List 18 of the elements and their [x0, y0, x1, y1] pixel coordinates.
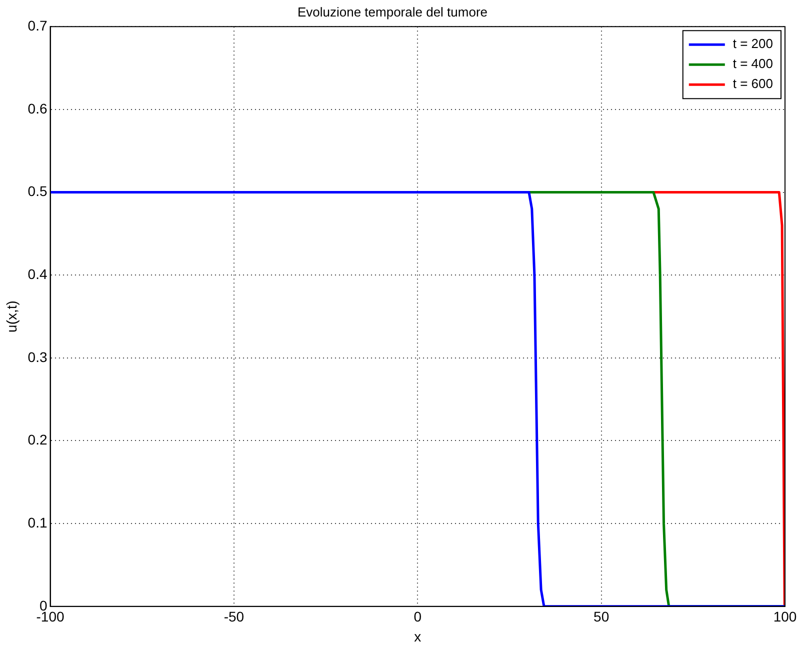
- x-tick-label: 100: [773, 608, 797, 625]
- x-tick-label: 0: [414, 608, 422, 625]
- legend-label: t = 400: [732, 56, 774, 72]
- y-tick-label: 0.4: [28, 266, 48, 282]
- y-tick-label: 0.6: [28, 100, 48, 116]
- x-tick-label: -50: [224, 608, 244, 625]
- y-tick-label: 0.5: [28, 183, 48, 200]
- legend-label: t = 200: [732, 36, 774, 52]
- y-tick-label: 0.3: [28, 348, 48, 365]
- x-tick-label: 50: [594, 608, 610, 625]
- y-axis-title: u(x,t): [3, 300, 20, 332]
- chart-title: Evoluzione temporale del tumore: [297, 4, 488, 20]
- x-axis-title: x: [414, 628, 422, 644]
- y-tick-label: 0.2: [28, 432, 48, 448]
- y-tick-label: 0.7: [28, 17, 48, 34]
- y-tick-label: 0: [39, 597, 48, 614]
- y-tick-label: 0.1: [28, 514, 48, 530]
- legend-label: t = 600: [732, 76, 774, 92]
